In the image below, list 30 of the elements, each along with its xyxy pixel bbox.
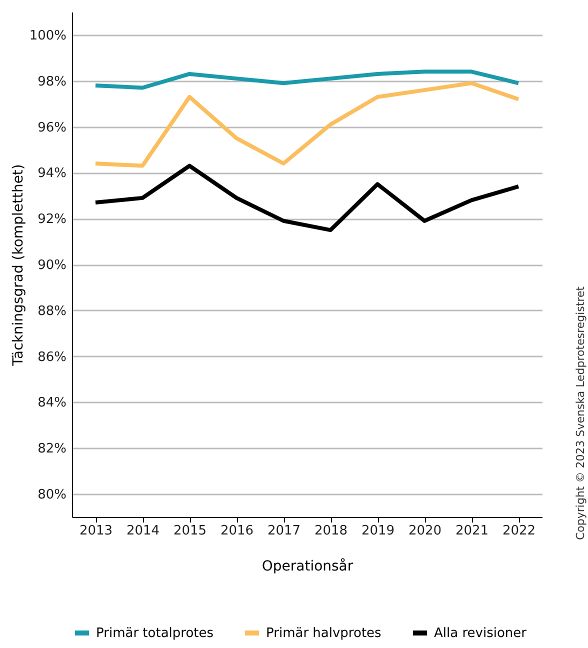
x-tick-label: 2018 — [314, 524, 348, 538]
y-tick-label: 88% — [38, 304, 66, 319]
x-tick-label: 2022 — [502, 524, 536, 538]
y-tick-label: 84% — [38, 396, 66, 411]
line-series — [94, 70, 520, 90]
x-tick-label: 2017 — [267, 524, 301, 538]
x-tick-label: 2014 — [126, 524, 160, 538]
x-tick-label: 2021 — [455, 524, 489, 538]
y-tick-label: 80% — [38, 488, 66, 503]
y-tick-label: 82% — [38, 442, 66, 457]
y-tick-label: 96% — [38, 120, 66, 136]
x-tick-label: 2019 — [361, 524, 395, 538]
y-tick-label: 86% — [38, 350, 66, 365]
y-axis-title: Täckningsgrad (kompletthet) — [10, 164, 26, 367]
legend-label: Primär totalprotes — [96, 626, 214, 641]
line-series — [94, 164, 520, 232]
x-tick-label: 2020 — [408, 524, 442, 538]
y-tick-label: 90% — [38, 258, 66, 273]
text: Copyright © 2023 Svenska Ledprotesregistret — [574, 286, 587, 540]
x-tick-label: 2016 — [220, 524, 254, 538]
x-tick-label: 2013 — [79, 524, 113, 538]
x-tick-label: 2015 — [173, 524, 207, 538]
legend-label: Alla revisioner — [434, 626, 528, 641]
y-tick-label: 100% — [29, 28, 66, 44]
y-tick-label: 92% — [38, 212, 66, 228]
legend-label: Primär halvprotes — [266, 626, 382, 641]
x-axis-title: Operationsår — [262, 558, 354, 574]
y-tick-label: 98% — [38, 74, 66, 90]
y-tick-label: 94% — [38, 166, 66, 182]
line-series — [94, 81, 520, 168]
